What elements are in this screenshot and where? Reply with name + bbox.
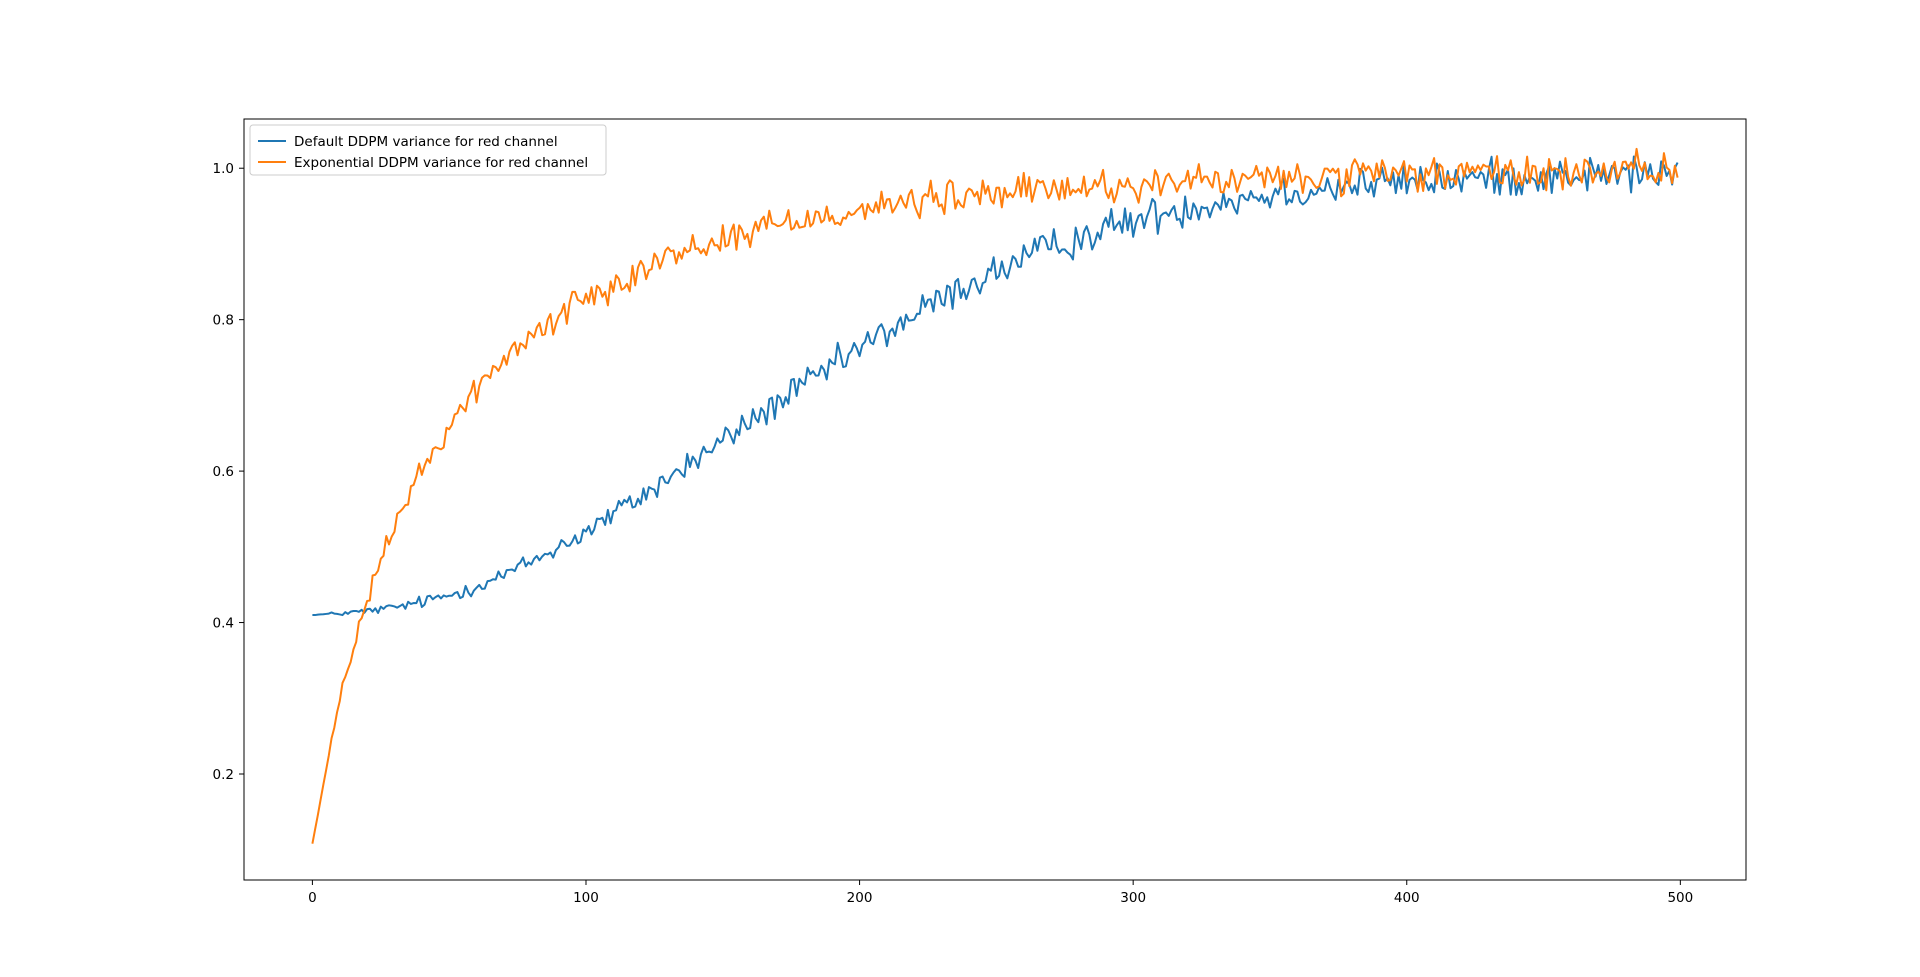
- x-tick-label: 200: [847, 890, 873, 906]
- series-line-default: [312, 155, 1679, 617]
- y-tick-label: 0.8: [213, 313, 234, 329]
- legend-box: [249, 124, 607, 176]
- x-tick-label: 300: [1120, 890, 1146, 906]
- y-tick-label: 0.4: [213, 616, 234, 632]
- series-line-exponential: [311, 147, 1679, 844]
- x-tick-label: 0: [308, 890, 317, 906]
- y-tick-label: 0.2: [213, 767, 234, 783]
- x-tick-label: 500: [1667, 890, 1693, 906]
- x-axis: 0 100 200 300 400 500: [308, 880, 1693, 906]
- x-tick-label: 400: [1394, 890, 1420, 906]
- series-layer: [311, 147, 1679, 844]
- legend-label-default: Default DDPM variance for red channel: [294, 134, 558, 150]
- y-tick-label: 0.6: [213, 464, 234, 480]
- y-axis: 0.2 0.4 0.6 0.8 1.0: [213, 161, 244, 783]
- legend-label-exponential: Exponential DDPM variance for red channe…: [294, 155, 588, 171]
- axes-frame: [243, 118, 1747, 881]
- y-tick-label: 1.0: [213, 161, 234, 177]
- x-tick-label: 100: [573, 890, 599, 906]
- legend: Default DDPM variance for red channel Ex…: [249, 124, 607, 176]
